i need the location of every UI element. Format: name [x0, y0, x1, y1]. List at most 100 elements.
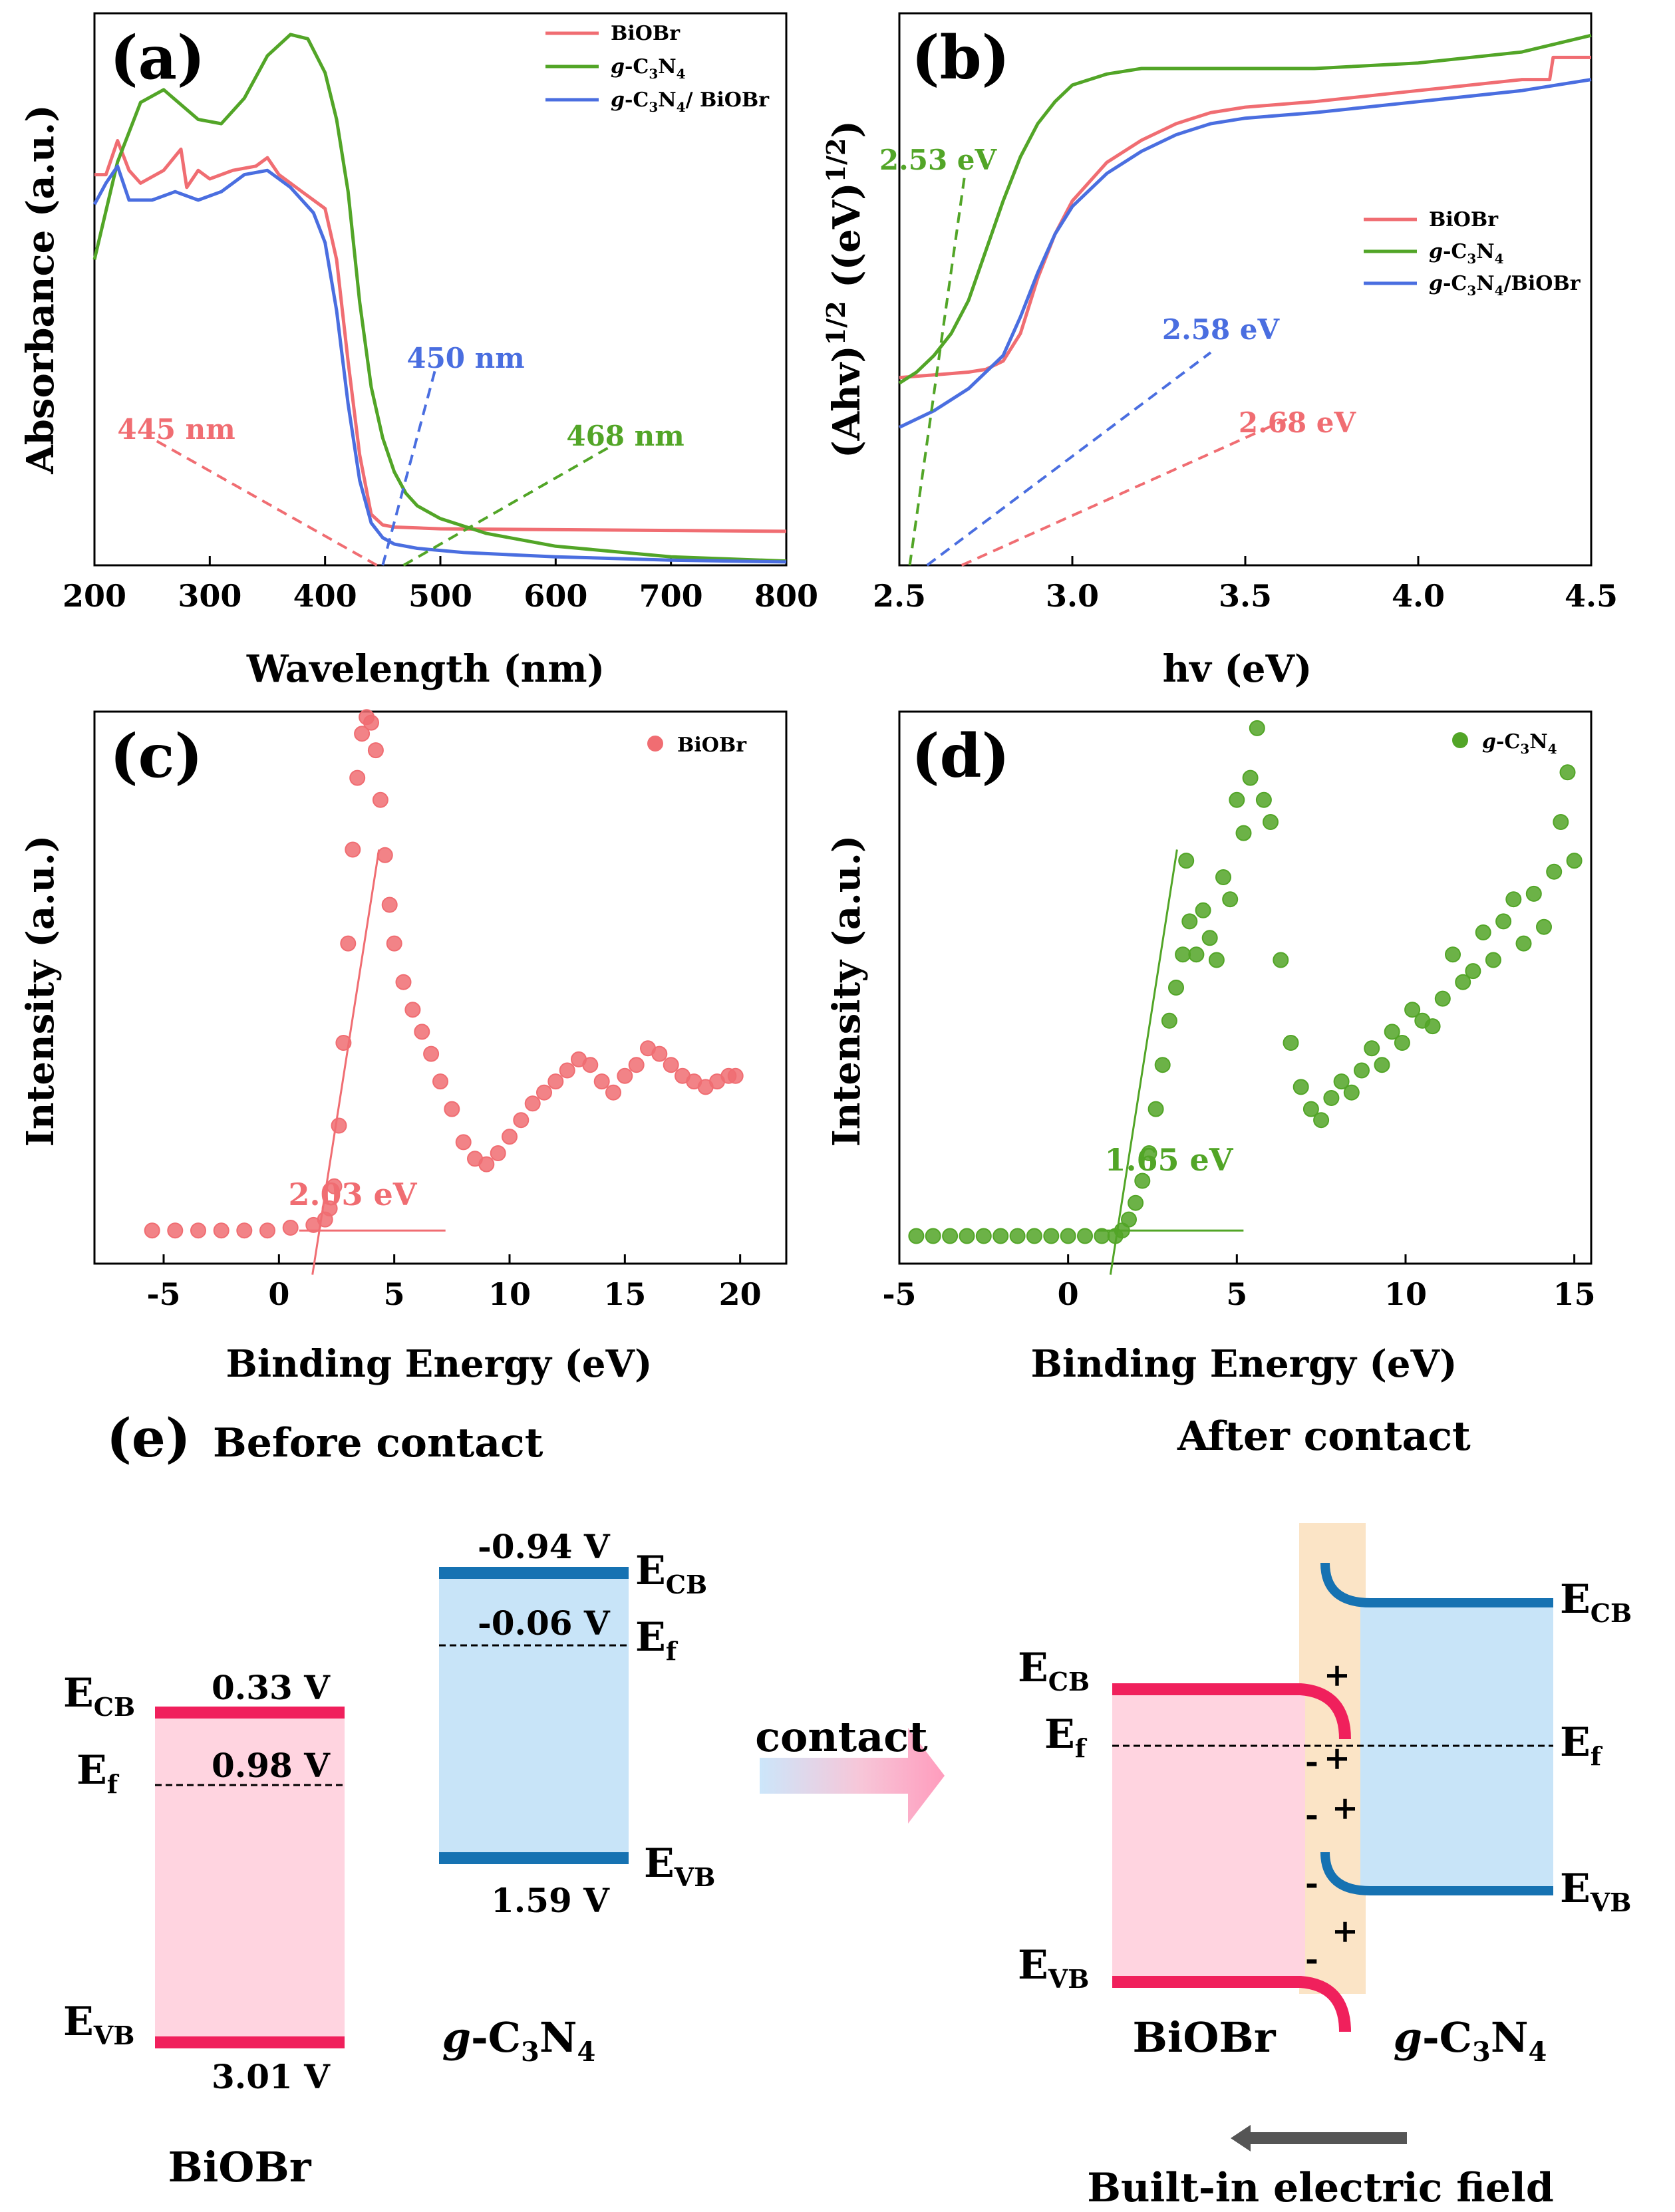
legend-marker	[1452, 732, 1468, 748]
panel-a-xticks: 200 300 400 500 600 700 800	[63, 556, 818, 614]
data-point	[1424, 1018, 1441, 1035]
data-point	[1475, 924, 1491, 940]
data-point	[1235, 825, 1252, 841]
data-point	[1263, 814, 1279, 830]
series-line	[92, 33, 787, 563]
data-point	[547, 1073, 564, 1090]
biobr-name-before: BiOBr	[168, 2143, 311, 2191]
data-point	[1283, 1035, 1299, 1051]
data-point	[372, 791, 388, 808]
data-point	[1559, 764, 1576, 781]
annotation-arrow	[152, 438, 378, 567]
built-in-field-label: Built-in electric field	[1087, 2165, 1554, 2211]
contact-label: contact	[755, 1713, 928, 1761]
data-point	[1255, 791, 1272, 808]
gcn-vb-value: 1.59 V	[491, 1881, 610, 1920]
charge-plus: +	[1324, 1657, 1350, 1694]
legend-label: BiOBr	[677, 734, 747, 757]
data-point	[1485, 952, 1501, 968]
panel-a-xlabel: Wavelength (nm)	[246, 647, 605, 691]
charge-minus: -	[1305, 1796, 1318, 1834]
data-point	[1333, 1073, 1350, 1090]
x-tick-label: 5	[1226, 1276, 1247, 1312]
data-point	[432, 1073, 448, 1090]
x-tick-label: 600	[524, 578, 587, 614]
annotation-arrow	[402, 444, 613, 567]
data-point	[1208, 952, 1225, 968]
legend-label: g-C3N4/BiOBr	[1429, 272, 1581, 299]
x-tick-label: -5	[146, 1276, 180, 1312]
x-tick-label: 500	[408, 578, 472, 614]
data-point	[1374, 1057, 1390, 1073]
data-point	[1128, 1194, 1144, 1211]
panel-c-ylabel: Intensity (a.u.)	[19, 835, 63, 1147]
x-tick-label: 3.5	[1219, 578, 1272, 614]
annotation-label: 2.68 eV	[1239, 406, 1357, 439]
x-tick-label: 15	[1553, 1276, 1596, 1312]
data-point	[190, 1222, 206, 1239]
data-point	[423, 1045, 440, 1062]
panel-a-annotations: 445 nm 450 nm 468 nm	[117, 342, 685, 567]
data-point	[381, 897, 398, 913]
biobr-band-after	[1112, 1689, 1305, 1982]
panel-b-xticks: 2.5 3.0 3.5 4.0 4.5	[873, 556, 1618, 614]
gcn-vb-bent	[1320, 1852, 1553, 1895]
biobr-cb-bent	[1112, 1683, 1351, 1740]
x-tick-label: 10	[488, 1276, 531, 1312]
data-point	[1060, 1228, 1076, 1244]
panel-d-label: (d)	[911, 721, 1010, 791]
annotation-label: 1.65 eV	[1104, 1142, 1233, 1178]
panel-c: (c) -5 0 5 10 15 20 2.03 eV BiOBr Binding Ene…	[19, 709, 788, 1386]
data-point	[1141, 1145, 1157, 1161]
data-point	[478, 1156, 495, 1173]
data-point	[1201, 930, 1218, 946]
data-point	[1175, 946, 1191, 963]
data-point	[1222, 891, 1239, 908]
biobr-vb-value: 3.01 V	[212, 2057, 331, 2096]
gcn-vb-label: EVB	[644, 1840, 715, 1892]
edge-fit	[1109, 849, 1178, 1275]
data-point	[1536, 918, 1552, 935]
data-point	[1168, 980, 1184, 996]
biobr-vb-edge	[155, 2036, 345, 2048]
data-point	[942, 1228, 959, 1244]
charge-minus: -	[1305, 1941, 1318, 1978]
data-point	[363, 714, 379, 731]
data-point	[1215, 869, 1231, 885]
annotation-arrow	[961, 418, 1288, 567]
charge-plus: +	[1324, 1740, 1350, 1777]
data-point	[1134, 1173, 1151, 1189]
data-point	[1188, 946, 1205, 963]
biobr-name-after: BiOBr	[1132, 2013, 1276, 2062]
x-tick-label: 700	[639, 578, 703, 614]
biobr-ef-label-after: Ef	[1044, 1711, 1088, 1763]
data-point	[1445, 946, 1461, 963]
gcn-cb-label: ECB	[635, 1548, 707, 1599]
built-in-field-arrow	[1231, 2125, 1407, 2151]
x-tick-label: 300	[178, 578, 241, 614]
annotation-arrow	[926, 351, 1212, 567]
panel-c-xticks: -5 0 5 10 15 20	[146, 1254, 762, 1312]
gcn-ef-value: -0.06 V	[478, 1603, 611, 1643]
data-point	[513, 1112, 530, 1129]
data-point	[1354, 1062, 1370, 1079]
data-point	[404, 1002, 421, 1018]
x-tick-label: 200	[63, 578, 126, 614]
data-point	[1394, 1035, 1410, 1051]
data-point	[1229, 791, 1245, 808]
x-tick-label: 0	[1058, 1276, 1079, 1312]
data-point	[593, 1073, 610, 1090]
data-point	[1121, 1211, 1137, 1228]
series-line	[92, 164, 787, 564]
data-point	[925, 1228, 941, 1244]
x-tick-label: 400	[293, 578, 357, 614]
gcn-band-gap	[439, 1570, 629, 1857]
panel-a-series	[92, 33, 787, 564]
panel-d-frame	[898, 710, 1593, 1265]
data-point	[354, 726, 371, 742]
data-point	[395, 974, 412, 990]
biobr-cb-edge	[155, 1707, 345, 1719]
data-point	[605, 1084, 621, 1101]
data-point	[167, 1222, 184, 1239]
data-point	[559, 1062, 575, 1079]
